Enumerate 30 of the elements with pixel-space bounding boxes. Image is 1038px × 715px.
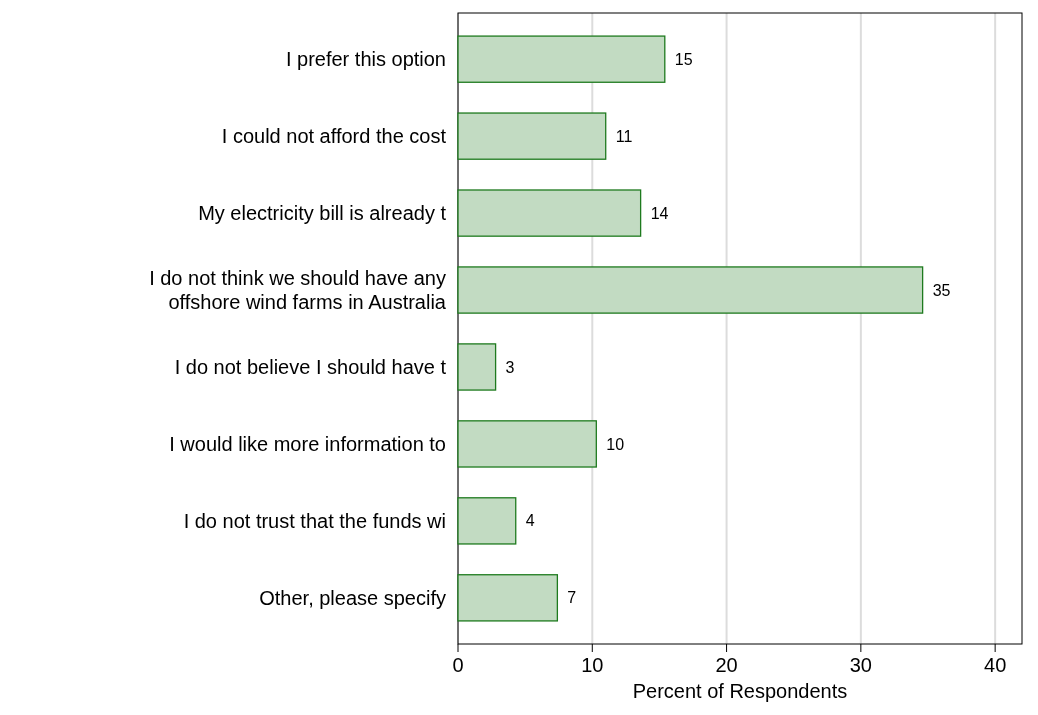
data-label: 4 (525, 512, 535, 530)
data-label: 7 (567, 589, 577, 607)
bar (457, 112, 607, 160)
y-tick-label: I do not think we should have any offshore wind farms in Australia (149, 267, 447, 314)
data-label: 14 (650, 204, 669, 222)
x-tick-label: 0 (452, 654, 464, 676)
data-label: 35 (932, 281, 951, 299)
bar (457, 574, 559, 622)
y-tick-label: I could not afford the cost (221, 125, 447, 148)
data-label: 15 (674, 50, 693, 68)
data-label: 3 (505, 358, 515, 376)
y-tick-label: My electricity bill is already t (198, 202, 447, 225)
x-tick-label: 30 (849, 654, 872, 676)
x-axis-title: Percent of Respondents (632, 680, 848, 702)
data-label: 11 (615, 127, 633, 145)
y-tick-label: I do not trust that the funds wi (183, 509, 446, 532)
bar (457, 189, 642, 237)
bar (457, 35, 666, 83)
bar (457, 420, 597, 468)
bar (457, 266, 924, 314)
x-tick-label: 10 (581, 654, 604, 676)
y-tick-label: I prefer this option (285, 48, 446, 71)
bar (457, 497, 517, 545)
y-tick-label: I would like more information to (169, 432, 446, 455)
bar (457, 343, 497, 391)
x-tick-label: 20 (715, 654, 738, 676)
y-tick-label: Other, please specify (259, 586, 446, 609)
y-tick-label: I do not believe I should have t (174, 355, 447, 378)
x-tick-label: 40 (984, 654, 1007, 676)
data-label: 10 (606, 435, 625, 453)
